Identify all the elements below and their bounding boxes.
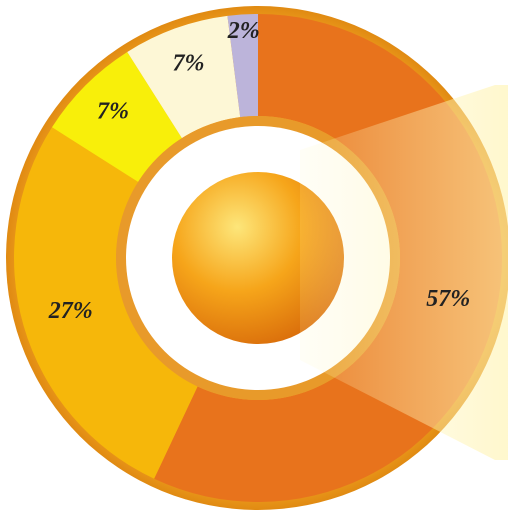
light-beam: [300, 85, 508, 460]
slice: [13, 127, 198, 479]
labels: 57% 27% 7% 7% 2%: [48, 18, 471, 324]
value-label: 2%: [227, 18, 260, 44]
slice: [51, 51, 182, 182]
slice: [227, 14, 258, 118]
value-label: 7%: [97, 99, 129, 125]
value-label: 7%: [173, 51, 205, 77]
slice: [127, 15, 241, 139]
value-label: 57%: [426, 286, 470, 312]
value-label: 27%: [48, 298, 93, 324]
